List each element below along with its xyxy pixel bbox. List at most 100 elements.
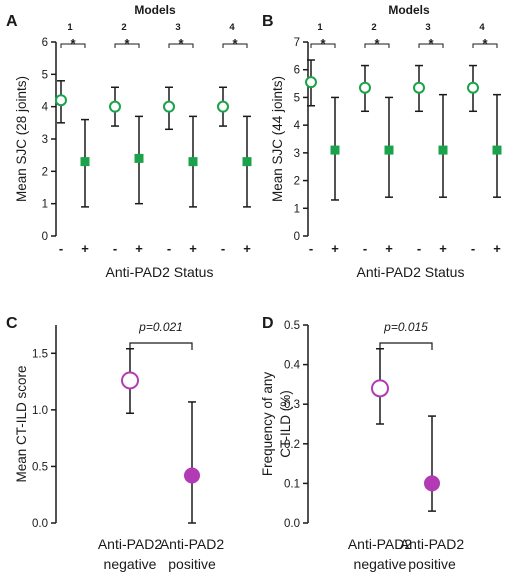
panel-b-neg-point xyxy=(467,81,479,94)
panel-a-sig-bracket xyxy=(168,43,194,48)
panel-c-category-label: Anti-PAD2 xyxy=(98,536,163,552)
panel-b-y-tick-label: 3 xyxy=(294,148,300,160)
panel-b-neg-point xyxy=(359,81,371,94)
panel-a-y-tick-label: 5 xyxy=(42,69,48,81)
panel-a-neg-point xyxy=(163,100,175,113)
panel-d-negative-point xyxy=(371,379,389,398)
panel-b-pos-point xyxy=(384,145,394,155)
panel-b-sig-bracket xyxy=(364,43,390,48)
panel-b-pos-label: + xyxy=(331,241,339,256)
panel-a-pos-point xyxy=(134,153,144,163)
panel-a-pos-label: + xyxy=(189,241,197,256)
panel-c-category-label: Anti-PAD2 xyxy=(160,536,225,552)
panel-c-pvalue-bracket xyxy=(129,342,193,350)
panel-b-neg-label: - xyxy=(309,241,313,256)
panel-d-positive-point xyxy=(424,475,440,492)
panel-b-y-tick-label: 6 xyxy=(294,65,300,77)
panel-b-pos-label: + xyxy=(385,241,393,256)
panel-a-y-tick-label: 2 xyxy=(42,166,48,178)
panel-c-y-tick-label: 1.5 xyxy=(32,348,48,360)
panel-d-category-label: Anti-PAD2 xyxy=(348,536,413,552)
panel-b-pos-label: + xyxy=(439,241,447,256)
panel-b-y-tick-label: 2 xyxy=(294,176,300,188)
panel-a-model-number: 2 xyxy=(121,22,126,33)
panel-b-model-number: 1 xyxy=(317,22,323,33)
panel-d-category-label: Anti-PAD2 xyxy=(400,536,465,552)
panel-b-models-title: Models xyxy=(388,3,430,17)
panel-d-y-tick-label: 0.1 xyxy=(284,478,300,490)
panel-b-neg-label: - xyxy=(363,241,367,256)
panel-a-y-tick-label: 1 xyxy=(42,199,48,211)
panel-c-negative-point xyxy=(121,371,139,390)
panel-d-y-tick-label: 0.5 xyxy=(284,320,300,332)
panel-a-y-axis-label: Mean SJC (28 joints) xyxy=(14,76,29,202)
panel-a-model-number: 4 xyxy=(229,22,235,33)
panel-a-pos-label: + xyxy=(243,241,251,256)
panel-a-neg-point xyxy=(109,100,121,113)
panel-b-neg-label: - xyxy=(417,241,421,256)
panel-c-category-label: positive xyxy=(168,556,216,572)
panel-a-pos-point xyxy=(80,157,90,167)
panel-c-y-tick-label: 1.0 xyxy=(32,405,48,417)
panel-a-pos-label: + xyxy=(81,241,89,256)
panel-b-letter: B xyxy=(262,13,274,30)
panel-d-category-label: negative xyxy=(354,556,407,572)
panel-b-y-tick-label: 1 xyxy=(294,203,300,215)
panel-d-y-tick-label: 0.3 xyxy=(284,399,300,411)
panel-a-y-tick-label: 0 xyxy=(42,231,48,243)
panel-b-model-number: 3 xyxy=(425,22,430,33)
panel-a-neg-label: - xyxy=(221,241,225,256)
panel-b-x-axis-label: Anti-PAD2 Status xyxy=(357,264,465,280)
panel-d-y-tick-label: 0.4 xyxy=(284,360,301,372)
panel-c-letter: C xyxy=(6,315,18,332)
panel-b-sig-star: * xyxy=(374,36,380,51)
panel-b-y-tick-label: 5 xyxy=(294,92,300,104)
panel-b-y-axis-label: Mean SJC (44 joints) xyxy=(270,76,285,202)
panel-a-y-tick-label: 3 xyxy=(42,134,48,146)
panel-a-pos-label: + xyxy=(135,241,143,256)
panel-a-models-title: Models xyxy=(134,3,176,17)
panel-b-neg-label: - xyxy=(471,241,475,256)
panel-b-y-tick-label: 7 xyxy=(294,37,300,49)
panel-a-pos-point xyxy=(242,157,252,167)
panel-a-model-number: 1 xyxy=(67,22,73,33)
panel-b-pos-label: + xyxy=(493,241,501,256)
panel-d-y-tick-label: 0.0 xyxy=(284,518,300,530)
panel-b-sig-star: * xyxy=(482,36,488,51)
panel-c-pvalue: p=0.021 xyxy=(138,320,183,334)
panel-a-model-number: 3 xyxy=(175,22,180,33)
panel-a-sig-star: * xyxy=(70,36,76,51)
panel-b-sig-bracket xyxy=(310,43,336,48)
panel-c-positive-point xyxy=(184,467,200,484)
panel-c-y-axis-label: Mean CT-ILD score xyxy=(14,365,29,482)
panel-d-pvalue: p=0.015 xyxy=(383,320,428,334)
panel-b-neg-point xyxy=(413,81,425,94)
panel-a-pos-point xyxy=(188,157,198,167)
panel-a-sig-star: * xyxy=(178,36,184,51)
panel-a-neg-point xyxy=(55,94,67,107)
panel-b-y-tick-label: 0 xyxy=(294,231,300,243)
panel-b-sig-star: * xyxy=(428,36,434,51)
panel-a-sig-bracket xyxy=(60,43,86,48)
panel-a-neg-label: - xyxy=(167,241,171,256)
panel-a-letter: A xyxy=(6,13,18,30)
panel-a-y-tick-label: 6 xyxy=(42,37,48,49)
panel-b-y-tick-label: 4 xyxy=(294,120,301,132)
panel-d-y-axis-label: Frequency of any xyxy=(260,372,275,477)
panel-b-model-number: 4 xyxy=(479,22,485,33)
panel-a-x-axis-label: Anti-PAD2 Status xyxy=(106,264,214,280)
panel-a-neg-label: - xyxy=(113,241,117,256)
panel-d-y-tick-label: 0.2 xyxy=(284,439,300,451)
panel-a-neg-point xyxy=(217,100,229,113)
panel-b-model-number: 2 xyxy=(371,22,376,33)
panel-c-category-label: negative xyxy=(104,556,157,572)
panel-a-sig-star: * xyxy=(124,36,130,51)
panel-a-sig-bracket xyxy=(114,43,140,48)
panel-a-neg-label: - xyxy=(59,241,63,256)
panel-a-y-tick-label: 4 xyxy=(42,102,49,114)
panel-c-y-tick-label: 0.5 xyxy=(32,461,48,473)
panel-b-pos-point xyxy=(330,145,340,155)
panel-d-y-axis-label: CT-ILD (%) xyxy=(278,390,293,458)
panel-b-sig-bracket xyxy=(418,43,444,48)
